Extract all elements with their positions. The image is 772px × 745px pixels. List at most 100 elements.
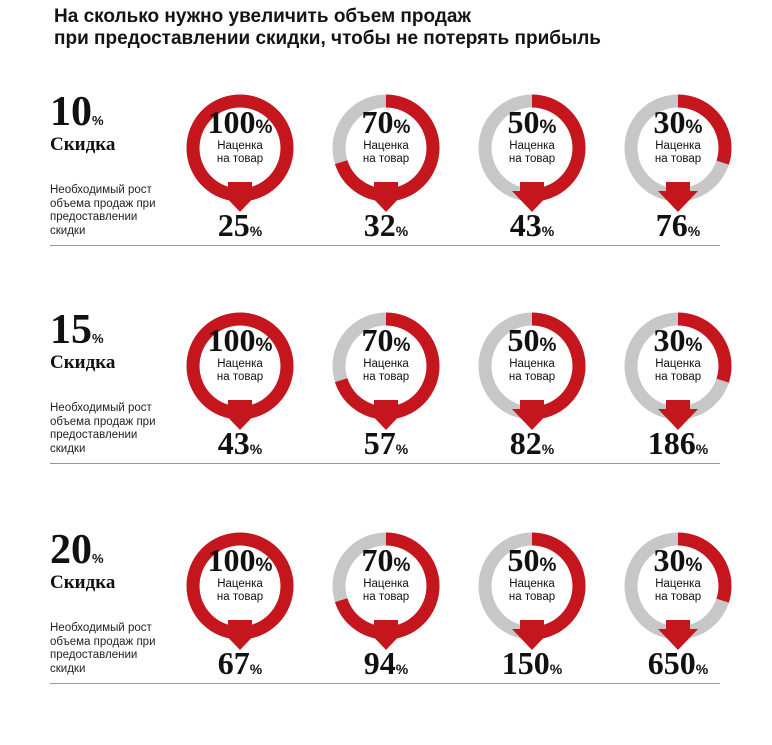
required-growth-value: 82% xyxy=(466,426,598,460)
growth-number: 67 xyxy=(217,645,250,681)
markup-caption-line: Наценка xyxy=(509,358,555,370)
discount-caption: Скидка xyxy=(50,352,116,373)
markup-caption-line: на товар xyxy=(508,371,556,383)
percent-sign: % xyxy=(685,117,703,138)
markup-caption-line: Наценка xyxy=(655,358,701,370)
page-title: На сколько нужно увеличить объем продаж … xyxy=(54,6,754,50)
markup-number: 50 xyxy=(507,104,540,140)
note-line: предоставлении xyxy=(50,211,138,223)
down-arrow-icon xyxy=(366,182,406,212)
baseline-divider xyxy=(50,245,720,246)
percent-sign: % xyxy=(395,441,409,457)
markup-item: 30% Наценка на товар 186% xyxy=(622,310,734,470)
markup-number: 50 xyxy=(507,322,540,358)
percent-sign: % xyxy=(249,223,263,239)
markup-caption: Наценка на товар xyxy=(330,578,442,604)
markup-item: 50% Наценка на товар 82% xyxy=(476,310,588,470)
required-growth-value: 57% xyxy=(320,426,452,460)
note-line: скидки xyxy=(50,662,86,675)
required-growth-value: 94% xyxy=(320,646,452,680)
discount-label: 15% Скидка xyxy=(50,307,116,374)
percent-sign: % xyxy=(539,117,557,138)
markup-caption: Наценка на товар xyxy=(476,140,588,166)
markup-caption-line: на товар xyxy=(216,591,264,603)
markup-value: 70% xyxy=(330,323,442,363)
markup-caption: Наценка на товар xyxy=(184,578,296,604)
markup-caption: Наценка на товар xyxy=(622,578,734,604)
percent-sign: % xyxy=(539,335,557,356)
down-arrow-icon xyxy=(366,400,406,430)
markup-value: 50% xyxy=(476,543,588,583)
markup-caption-line: Наценка xyxy=(363,578,409,590)
discount-label: 20% Скидка xyxy=(50,529,116,594)
required-growth-note: Необходимый рост объема продаж при предост… xyxy=(50,402,200,456)
percent-sign: % xyxy=(255,555,273,576)
percent-sign: % xyxy=(541,441,555,457)
markup-caption-line: Наценка xyxy=(217,140,263,152)
ring-fill xyxy=(624,94,732,202)
markup-caption: Наценка на товар xyxy=(622,140,734,166)
discount-block: 15% Скидка Необходимый рост объема продаж п… xyxy=(0,307,772,525)
markup-caption-line: на товар xyxy=(216,371,264,383)
percent-sign: % xyxy=(685,335,703,356)
markup-caption: Наценка на товар xyxy=(476,358,588,384)
markup-caption-line: на товар xyxy=(362,591,410,603)
markup-caption-line: на товар xyxy=(654,371,702,383)
percent-sign: % xyxy=(92,113,104,128)
percent-sign: % xyxy=(549,661,563,677)
markup-number: 100 xyxy=(207,104,256,140)
growth-number: 186 xyxy=(647,425,696,461)
markup-caption: Наценка на товар xyxy=(330,358,442,384)
markup-caption: Наценка на товар xyxy=(622,358,734,384)
note-line: объема продаж при xyxy=(50,635,156,648)
markup-number: 30 xyxy=(653,322,686,358)
markup-caption-line: на товар xyxy=(362,371,410,383)
growth-number: 25 xyxy=(217,207,250,243)
markup-item: 30% Наценка на товар 650% xyxy=(622,530,734,690)
percent-sign: % xyxy=(685,555,703,576)
note-line: скидки xyxy=(50,224,86,237)
markup-caption-line: на товар xyxy=(362,153,410,165)
markup-item: 100% Наценка на товар 25% xyxy=(184,92,296,252)
title-line-1: На сколько нужно увеличить объем продаж xyxy=(54,6,471,27)
markup-caption: Наценка на товар xyxy=(330,140,442,166)
markup-value: 70% xyxy=(330,105,442,145)
title-line-2: при предоставлении скидки, чтобы не поте… xyxy=(54,28,601,49)
discount-value: 15 xyxy=(50,307,92,353)
down-arrow-icon xyxy=(512,400,552,430)
percent-sign: % xyxy=(249,661,263,677)
markup-number: 50 xyxy=(507,542,540,578)
markup-value: 100% xyxy=(184,323,296,363)
markup-number: 30 xyxy=(653,542,686,578)
note-line: предоставлении xyxy=(50,649,138,661)
down-arrow-icon xyxy=(512,182,552,212)
percent-sign: % xyxy=(255,335,273,356)
percent-sign: % xyxy=(393,335,411,356)
note-line: предоставлении xyxy=(50,429,138,441)
markup-caption-line: на товар xyxy=(508,153,556,165)
markup-caption-line: на товар xyxy=(654,153,702,165)
down-arrow-icon xyxy=(658,400,698,430)
required-growth-value: 186% xyxy=(612,426,744,460)
percent-sign: % xyxy=(393,117,411,138)
growth-number: 150 xyxy=(501,645,550,681)
markup-item: 50% Наценка на товар 43% xyxy=(476,92,588,252)
down-arrow-icon xyxy=(220,182,260,212)
markup-caption: Наценка на товар xyxy=(476,578,588,604)
percent-sign: % xyxy=(541,223,555,239)
discount-caption: Скидка xyxy=(50,572,116,593)
percent-sign: % xyxy=(539,555,557,576)
markup-caption-line: Наценка xyxy=(363,140,409,152)
required-growth-note: Необходимый рост объема продаж при предост… xyxy=(50,622,200,676)
note-line: Необходимый рост xyxy=(50,622,152,634)
growth-number: 32 xyxy=(363,207,396,243)
percent-sign: % xyxy=(255,117,273,138)
markup-caption-line: Наценка xyxy=(655,140,701,152)
growth-number: 43 xyxy=(217,425,250,461)
markup-caption-line: Наценка xyxy=(655,578,701,590)
required-growth-value: 67% xyxy=(174,646,306,680)
growth-number: 82 xyxy=(509,425,542,461)
down-arrow-icon xyxy=(220,620,260,650)
markup-item: 100% Наценка на товар 43% xyxy=(184,310,296,470)
required-growth-value: 32% xyxy=(320,208,452,242)
